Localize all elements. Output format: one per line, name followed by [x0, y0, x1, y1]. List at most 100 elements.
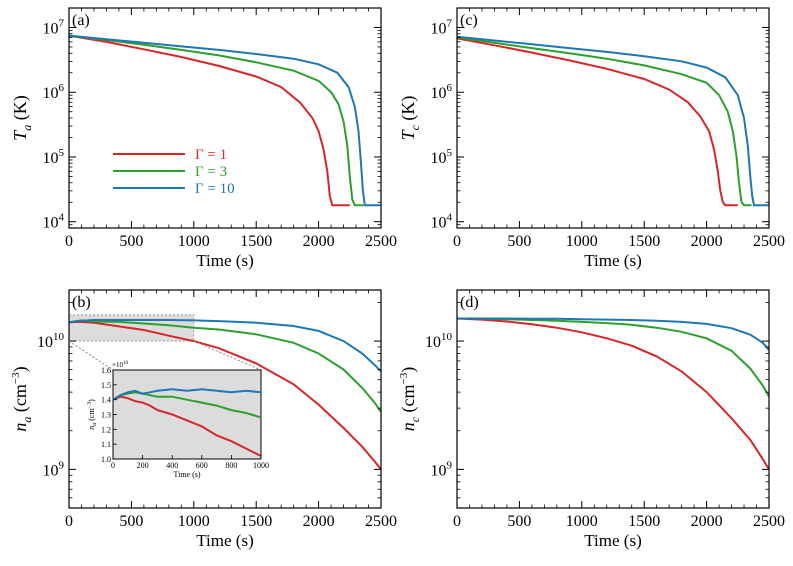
- inset-series-line-0: [112, 395, 262, 457]
- y-axis-label: nc (cm−3): [398, 367, 422, 432]
- zoom-connector-right: [193, 340, 262, 371]
- y-label-subscript: a: [20, 417, 34, 423]
- y-tick-label: 107: [43, 17, 65, 37]
- x-tick-label: 0: [65, 233, 73, 250]
- y-tick-exponent: 9: [447, 459, 453, 471]
- y-tick-label: 109: [43, 459, 65, 479]
- y-label-subscript: a: [20, 125, 34, 131]
- inset-x-tick-label: 200: [137, 461, 149, 470]
- series-line-1: [457, 317, 769, 397]
- inset-y-tick-label: 1.5: [101, 381, 111, 390]
- series-line-1: [69, 319, 381, 413]
- x-tick-label: 1500: [240, 233, 272, 250]
- y-tick-exponent: 9: [59, 459, 65, 471]
- x-tick-label: 500: [119, 233, 143, 250]
- y-tick-label: 109: [431, 459, 453, 479]
- y-label-unit: (K): [398, 96, 419, 126]
- y-tick-label: 1010: [425, 331, 453, 351]
- y-label-unit-exponent: −3: [398, 372, 410, 384]
- y-tick-exponent: 6: [447, 82, 453, 94]
- inset-y-tick-label: 1.3: [101, 411, 111, 420]
- x-tick-label: 1500: [240, 513, 272, 530]
- y-tick-mantissa: 10: [43, 20, 59, 37]
- y-label-unit-exponent: −3: [10, 372, 22, 384]
- legend-label-1: Γ = 3: [195, 164, 227, 180]
- y-label-symbol: T: [398, 128, 418, 140]
- x-tick-label: 2500: [753, 513, 785, 530]
- y-label-unit-end: ): [10, 366, 31, 372]
- y-tick-label: 107: [431, 17, 453, 37]
- series-line-1: [69, 34, 364, 207]
- y-tick-label: 1010: [37, 331, 65, 351]
- inset-y-label-symbol: n: [87, 426, 96, 430]
- y-tick-mantissa: 10: [37, 334, 53, 351]
- panel-label: (d): [460, 294, 479, 311]
- inset-x-tick-label: 800: [225, 461, 237, 470]
- y-tick-mantissa: 10: [431, 20, 447, 37]
- y-label-symbol: n: [398, 422, 418, 431]
- x-tick-label: 0: [453, 233, 461, 250]
- x-tick-label: 2000: [691, 233, 723, 250]
- series-line-0: [69, 320, 381, 471]
- panel-label: (c): [460, 12, 478, 29]
- y-label-unit: (cm: [10, 384, 31, 416]
- y-tick-mantissa: 10: [43, 150, 59, 167]
- y-axis-label: na (cm−3): [10, 366, 34, 431]
- y-tick-exponent: 10: [441, 331, 453, 343]
- series-line-2: [457, 35, 769, 207]
- panel-label: (b): [72, 294, 91, 311]
- x-tick-label: 500: [507, 513, 531, 530]
- inset-y-label-unit: (cm: [87, 408, 96, 423]
- inset-x-tick-label: 0: [111, 461, 115, 470]
- panel-label: (a): [72, 12, 90, 29]
- x-tick-label: 1000: [178, 513, 210, 530]
- y-tick-exponent: 4: [447, 212, 453, 224]
- y-tick-exponent: 7: [447, 17, 453, 29]
- series-line-0: [69, 34, 350, 207]
- series-line-2: [69, 319, 381, 373]
- series-line-1: [457, 36, 752, 207]
- x-axis-label: Time (s): [584, 531, 641, 550]
- y-label-unit-end: ): [398, 367, 419, 373]
- legend-label-2: Γ = 10: [195, 181, 235, 197]
- legend-label-0: Γ = 1: [195, 147, 227, 163]
- series-line-2: [69, 34, 381, 207]
- axes-frame: [68, 289, 382, 509]
- series-line-0: [457, 317, 769, 470]
- x-axis-label: Time (s): [196, 531, 253, 550]
- inset-y-axis-label: na (cm−3): [87, 399, 98, 430]
- x-tick-label: 2500: [365, 233, 397, 250]
- x-tick-label: 2000: [691, 513, 723, 530]
- y-tick-label: 104: [43, 212, 65, 232]
- inset-multiplier: ×1010: [112, 361, 128, 369]
- y-tick-exponent: 10: [53, 331, 65, 343]
- y-tick-exponent: 4: [59, 212, 65, 224]
- y-tick-label: 106: [43, 82, 65, 102]
- y-tick-label: 105: [43, 147, 65, 167]
- x-tick-label: 0: [453, 513, 461, 530]
- inset-y-label-unit-end: ): [87, 399, 96, 402]
- x-tick-label: 2000: [303, 233, 335, 250]
- series-line-0: [457, 37, 738, 207]
- inset-y-tick-label: 1.6: [101, 366, 111, 375]
- x-tick-label: 1500: [628, 233, 660, 250]
- inset-multiplier-base: ×10: [112, 361, 123, 369]
- y-tick-mantissa: 10: [43, 215, 59, 232]
- x-tick-label: 2000: [303, 513, 335, 530]
- x-axis-label: Time (s): [584, 251, 641, 270]
- inset-y-tick-label: 1.2: [101, 425, 111, 434]
- inset-x-tick-label: 400: [166, 461, 178, 470]
- inset-series-line-1: [112, 391, 262, 419]
- y-tick-exponent: 5: [59, 147, 65, 159]
- inset-y-label-unit-exp: −3: [87, 402, 93, 408]
- x-tick-label: 500: [507, 233, 531, 250]
- x-tick-label: 1000: [566, 233, 598, 250]
- x-tick-label: 1000: [566, 513, 598, 530]
- axes-frame: [456, 289, 770, 509]
- inset-x-axis-label: Time (s): [173, 470, 200, 479]
- y-tick-mantissa: 10: [43, 85, 59, 102]
- x-tick-label: 1000: [178, 233, 210, 250]
